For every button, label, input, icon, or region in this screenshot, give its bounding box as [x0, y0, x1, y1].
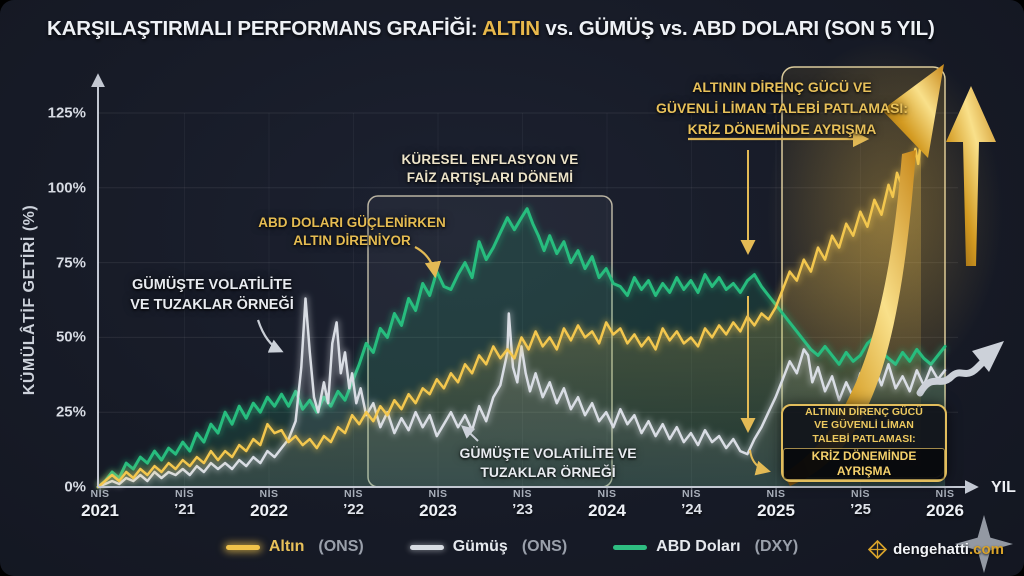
series-lines — [95, 138, 948, 491]
x-tick-24: NİS ’24 — [681, 488, 702, 518]
brand-name: dengehatti — [893, 541, 969, 558]
gumus-line-swatch — [409, 544, 444, 550]
line-ABD Doları (DXY) — [96, 207, 947, 489]
x-tick-22: NİS ’22 — [343, 488, 364, 518]
legend-item-abd: ABD Doları (DXY) — [613, 538, 798, 556]
x-tick-23: NİS ’23 — [512, 488, 533, 518]
gold-swoosh-arrowhead — [882, 64, 944, 158]
altin-line-swatch — [225, 544, 260, 550]
annotation-silver-volatility-top: GÜMÜŞTE VOLATİLİTE VE TUZAKLAR ÖRNEĞİ — [130, 277, 294, 313]
annotation-abd-strengthening: ABD DOLARI GÜÇLENİRKEN ALTIN DİRENİYOR — [258, 215, 446, 249]
x-tick-21: NİS ’21 — [174, 488, 195, 518]
silver-bottom-annotation-arrow — [461, 425, 479, 442]
silver-up-arrow-tail — [916, 356, 989, 397]
y-axis-label: KÜMÜLÂTİF GETİRİ (%) — [21, 204, 38, 396]
x-tick-2025: NİS 2025 — [757, 488, 795, 520]
line-Altın (ONS) — [96, 138, 923, 489]
y-tick-100: 100% — [47, 179, 86, 197]
title-prefix: KARŞILAŞTIRMALI PERFORMANS GRAFİĞİ: — [47, 17, 483, 40]
line-Gümüş (ONS) — [96, 297, 947, 489]
annotation-inflation-period: KÜRESEL ENFLASYON VE FAİZ ARTIŞLARI DÖNE… — [401, 152, 579, 186]
annotation-crisis-box: ALTININ DİRENÇ GÜCÜ VE GÜVENLİ LİMAN TAL… — [781, 404, 947, 482]
annotation-crisis-top: ALTININ DİRENÇ GÜCÜ VE GÜVENLİ LİMAN TAL… — [656, 79, 908, 137]
title-highlight: ALTIN — [482, 17, 540, 40]
silver-up-arrowhead — [972, 341, 1004, 372]
diamond-logo-icon — [868, 540, 888, 559]
x-tick-2024: NİS 2024 — [588, 488, 626, 520]
silver-top-annotation-arrow — [256, 319, 284, 353]
brand-tld: .com — [968, 541, 1004, 558]
abd-annotation-arrow — [414, 246, 442, 279]
title-suffix: vs. GÜMÜŞ vs. ABD DOLARI (SON 5 YIL) — [539, 17, 935, 40]
x-axis-label: YIL — [991, 479, 1016, 496]
x-tick-2021: NİS 2021 — [81, 488, 119, 520]
area-0 — [98, 139, 921, 487]
y-tick-25: 25% — [55, 403, 86, 421]
legend: Altın (ONS) Gümüş (ONS) ABD Doları (DXY) — [0, 538, 1024, 556]
y-tick-0: 0% — [64, 478, 86, 496]
x-tick-25: NİS ’25 — [850, 488, 871, 518]
chart-title: KARŞILAŞTIRMALI PERFORMANS GRAFİĞİ: ALTI… — [47, 17, 935, 41]
abd-line-swatch — [613, 544, 648, 550]
y-tick-50: 50% — [55, 328, 86, 346]
crisis-box-pointer-arrow — [749, 449, 771, 476]
y-tick-75: 75% — [55, 254, 86, 272]
legend-item-gumus: Gümüş (ONS) — [409, 538, 567, 556]
x-tick-2022: NİS 2022 — [250, 488, 288, 520]
y-tick-125: 125% — [47, 104, 86, 122]
x-tick-2026: NİS 2026 — [926, 488, 964, 520]
x-tick-2023: NİS 2023 — [419, 488, 457, 520]
annotation-silver-volatility-bottom: GÜMÜŞTE VOLATİLİTE VE TUZAKLAR ÖRNEĞİ — [459, 445, 637, 480]
legend-item-altin: Altın (ONS) — [225, 538, 364, 556]
gold-up-arrow — [946, 86, 996, 266]
brand-logo: dengehatti.com — [868, 540, 1004, 559]
